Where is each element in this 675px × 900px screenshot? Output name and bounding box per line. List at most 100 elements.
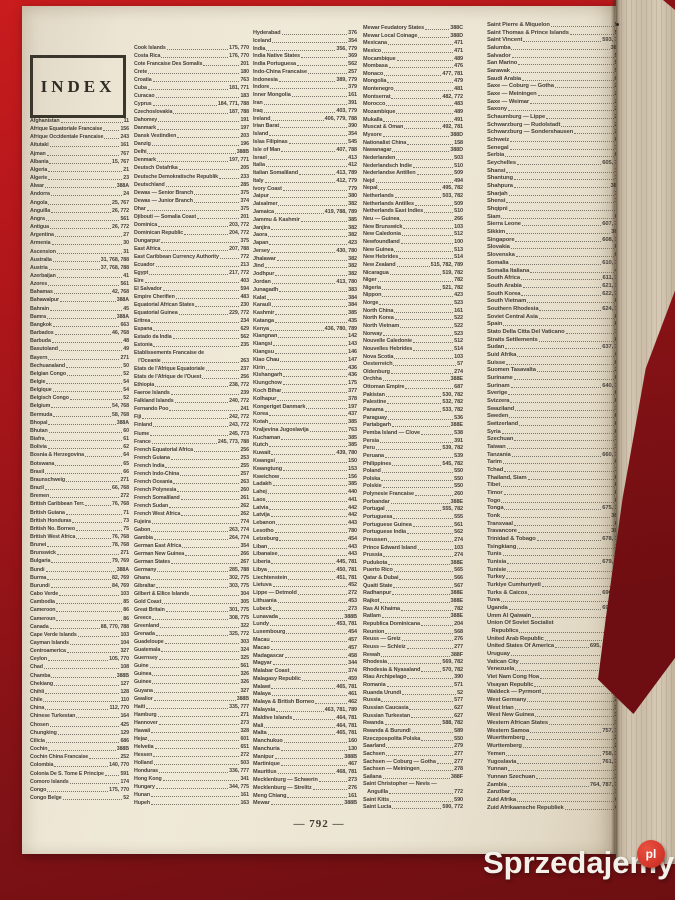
entry-label: Etats de l'Afrique de l'Ouest: [134, 374, 202, 381]
index-entry: Riau Archipelago 390: [363, 674, 463, 680]
dotted-leader: [527, 478, 614, 480]
index-entry: Tuva697: [487, 597, 624, 603]
dotted-leader: [387, 540, 454, 542]
index-entry: Prince Edward Island 103: [363, 545, 463, 551]
dotted-leader: [530, 102, 614, 104]
entry-label: Kotah: [253, 419, 269, 426]
entry-label: Italy: [253, 177, 264, 184]
entry-page-number: 46, 768: [112, 330, 129, 337]
entry-page-number: 555, 782: [442, 506, 463, 513]
dotted-leader: [275, 461, 348, 463]
dotted-leader: [278, 555, 348, 557]
index-entry: Afrique Occidentale Francaise 243: [30, 134, 129, 140]
dotted-leader: [53, 293, 112, 295]
dotted-leader: [415, 495, 454, 497]
entry-label: Monaco: [363, 70, 384, 77]
index-entry: Newfoundland 100: [363, 239, 463, 245]
dotted-leader: [77, 635, 120, 637]
index-entry: Dhar 375: [134, 206, 249, 212]
entry-label: Ghana: [134, 575, 150, 582]
index-entry: French Somaliland 261: [134, 495, 249, 501]
entry-page-number: 84, 769: [112, 582, 129, 589]
entry-page-number: 263, 774: [229, 526, 249, 533]
dotted-leader: [418, 36, 450, 38]
entry-label: Lesotho: [253, 528, 274, 534]
dotted-leader: [173, 113, 229, 115]
entry-page-number: 423: [454, 292, 463, 299]
index-entry: Sarawak599: [487, 68, 624, 74]
entry-label: Timor: [487, 489, 503, 496]
index-entry: Union Of Soviet Socialist: [487, 620, 624, 626]
index-entry: Monaco 477, 781: [363, 71, 463, 77]
index-entry: Saudi Arabia601: [487, 76, 624, 82]
entry-page-number: 255: [240, 462, 249, 469]
entry-page-number: 388D: [450, 147, 463, 154]
entry-label: Porbandar: [363, 498, 390, 505]
entry-page-number: 467: [348, 761, 357, 768]
entry-label: Kwangsi: [253, 457, 275, 464]
index-entry: Guinea 326: [134, 671, 249, 677]
entry-page-number: 454: [348, 535, 357, 542]
index-entry: Portugal 555, 782: [363, 506, 463, 512]
entry-page-number: 86: [123, 607, 129, 614]
dotted-leader: [382, 51, 454, 53]
dotted-leader: [46, 154, 120, 156]
dotted-leader: [152, 105, 217, 107]
entry-page-number: 459: [348, 675, 357, 682]
entry-label: Republics: [487, 628, 519, 635]
index-entry: Bosnia & Herzegovina 64: [30, 452, 129, 458]
entry-page-number: 413, 780: [336, 279, 357, 285]
entry-page-number: 451, 781: [336, 574, 357, 581]
entry-page-number: 302, 775: [229, 575, 249, 582]
dotted-leader: [177, 490, 240, 492]
dotted-leader: [270, 251, 336, 253]
index-entry: Guyana 327: [134, 688, 249, 694]
entry-label: Botswana: [30, 460, 55, 467]
index-entry: Republica Dominicana 204: [363, 621, 463, 627]
entry-page-number: 21: [123, 166, 129, 173]
entry-page-number: 413: [348, 154, 357, 161]
dotted-leader: [161, 362, 240, 364]
index-entry: Tunis679: [487, 551, 624, 557]
dotted-leader: [393, 586, 454, 588]
entry-label: El Salvador: [134, 285, 162, 292]
dotted-leader: [401, 640, 454, 642]
entry-label: Belgie: [30, 379, 46, 385]
dotted-leader: [266, 49, 336, 51]
index-entry: Macao 457: [253, 645, 357, 651]
dotted-leader: [297, 65, 348, 67]
entry-page-number: 435: [348, 317, 357, 324]
entry-page-number: 229, 772: [229, 310, 249, 317]
dotted-leader: [508, 609, 602, 611]
dotted-leader: [67, 374, 123, 376]
entry-page-number: 213: [240, 261, 249, 268]
dotted-leader: [66, 652, 120, 654]
entry-page-number: 326: [240, 671, 249, 678]
entry-label: Saint Pierre & Miquelon: [487, 22, 550, 28]
index-entry: Faeroe Islands 239: [134, 390, 249, 396]
index-entry: Saint Thomas & Prince Islands592: [487, 30, 624, 36]
dotted-leader: [48, 660, 109, 662]
dotted-leader: [148, 739, 240, 741]
entry-label: Tsingkiang: [487, 543, 517, 550]
entry-label: Travancore: [487, 528, 517, 535]
entry-label: Mongolia: [363, 78, 387, 85]
entry-page-number: 453: [348, 598, 357, 605]
dotted-leader: [505, 348, 602, 350]
entry-label: Ireland: [253, 115, 271, 122]
index-entry: Lithuania 453: [253, 598, 357, 604]
entry-label: Etablissements Francaise de: [134, 350, 205, 357]
index-entry: Wurttemberg282: [487, 743, 624, 749]
index-entry: Porbandar 388E: [363, 499, 463, 505]
entry-label: Yugoslavia: [487, 758, 517, 765]
entry-label: Junagadh: [253, 286, 279, 293]
dotted-leader: [502, 463, 614, 465]
index-entry: Shantung153: [487, 175, 624, 181]
entry-page-number: 261: [240, 494, 249, 501]
dotted-leader: [412, 525, 454, 527]
index-entry: Zuid Afrika611: [487, 797, 624, 803]
entry-page-number: 203, 772: [229, 221, 249, 228]
